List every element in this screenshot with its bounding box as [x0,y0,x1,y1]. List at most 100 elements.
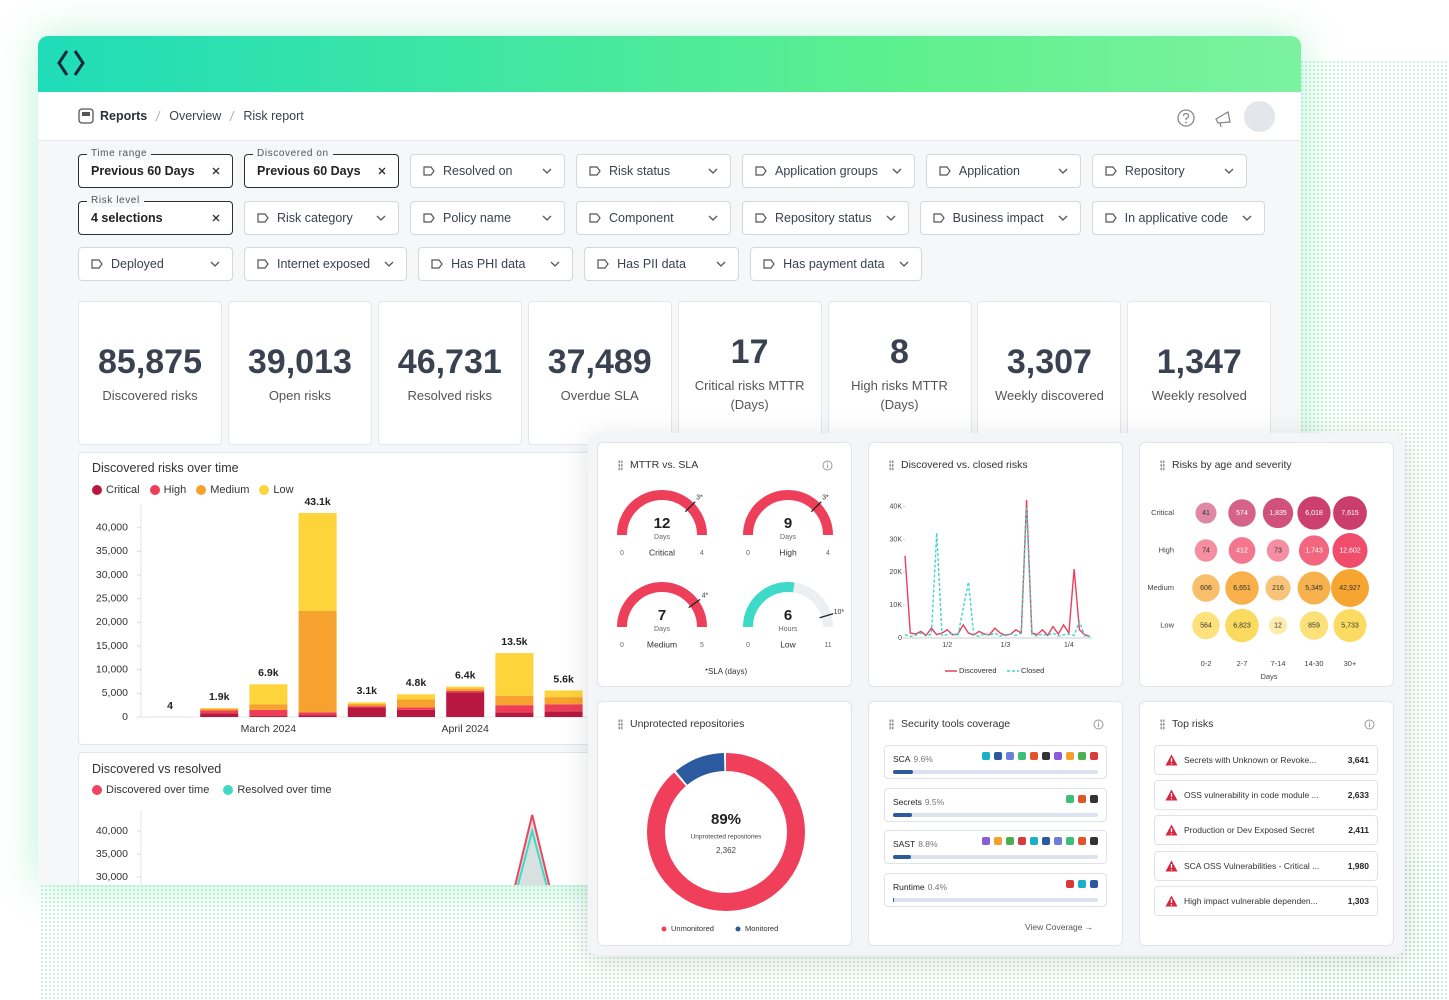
bar-segment [397,707,435,710]
widget-title: Discovered vs. closed risks [901,459,1028,471]
widget-panel: Security tools coverage [868,701,1123,946]
bar-total-label: 6.9k [258,667,279,679]
widget-title: Risks by age and severity [1172,459,1292,471]
filter-name: Has payment data [783,257,885,271]
severity-icon [1165,789,1178,801]
announcements-icon[interactable] [1213,107,1235,129]
bar-segment [446,688,485,691]
tool-pct: 0.4% [927,881,948,892]
legend: Discovered over time Resolved over time [92,784,331,796]
widget-panel: Discovered vs. closed risks [868,442,1123,687]
bar-segment [495,653,534,696]
legend-label: Critical [106,484,140,496]
bar-segment [544,697,583,705]
filter[interactable]: Has PHI data [418,247,574,281]
filter[interactable]: Internet exposed [244,247,408,281]
chevron [892,168,902,174]
breadcrumb-item[interactable]: Reports [100,109,148,123]
top-risk-row[interactable]: High impact vulnerable dependen... 1,303 [1154,885,1378,916]
filter[interactable]: Application groups [742,154,915,188]
legend: Critical High Medium Low [92,484,294,496]
filter[interactable]: Has PII data [584,247,740,281]
filter[interactable]: Risk level 4 selections [78,195,233,235]
risk-count: 2,411 [1348,825,1369,836]
tool-icon [1066,794,1074,803]
filter[interactable]: Has payment data [750,247,922,281]
filter[interactable]: Discovered on Previous 60 Days [244,148,399,188]
bar-segment [200,708,239,709]
breadcrumb-item[interactable]: Risk report [243,109,304,123]
bar-segment [544,711,583,717]
legend-item: Discovered over time [92,784,209,796]
logo[interactable] [56,48,86,78]
filter[interactable]: In applicative code [1091,201,1266,235]
filter-name: Policy name [443,211,512,225]
kpi-value: 8 [890,333,909,371]
bar-segment [347,702,386,704]
user-avatar[interactable] [1244,101,1275,132]
breadcrumb: Reports Overview Risk report [100,109,304,123]
filter-icon [257,259,269,269]
top-risk-row[interactable]: Secrets with Unknown or Revoke... 3,641 [1154,745,1378,775]
filter[interactable]: Risk status [576,154,731,188]
kpi-label: Discovered risks [102,387,198,403]
y-tick-label: 30,000 [96,871,128,883]
filter-name: Application [958,164,1021,178]
tool-icon [1090,837,1098,846]
legend-swatch [196,485,207,495]
reports-icon [78,108,94,124]
filter-name: Deployed [111,257,164,271]
widget-panel: Risks by age and severity [1139,442,1394,687]
risk-count: 3,641 [1347,755,1369,765]
tool-icon [1042,752,1050,760]
filter[interactable]: Repository status [742,201,909,235]
filter-value: Previous 60 Days [91,164,195,178]
legend-label: Low [273,484,294,496]
top-risk-row[interactable]: Production or Dev Exposed Secret 2,411 [1154,815,1378,846]
filter-name: Risk category [277,211,353,225]
filter[interactable]: Component [576,201,731,235]
risk-title: SCA OSS Vulnerabilities - Critical ... [1184,860,1320,871]
tool-icon [1054,752,1062,760]
kpi-label: Weekly resolved [1151,387,1247,403]
series-line [516,827,548,885]
y-tick-label: 35,000 [96,545,128,557]
view-coverage-link[interactable]: View Coverage → [1025,922,1094,932]
legend-swatch [92,485,102,495]
bar-segment [298,610,337,713]
filter[interactable]: Deployed [78,247,233,281]
tool-label: Secrets 9.5% [893,797,944,807]
filter[interactable]: Business impact [919,201,1081,235]
filter[interactable]: Repository [1091,154,1247,188]
widget-panel: MTTR vs. SLA [597,442,852,687]
bar-segment [446,686,485,689]
filter-icon [257,213,269,223]
clear-icon [212,167,220,175]
filter[interactable]: Time range Previous 60 Days [78,148,233,188]
filter[interactable]: Resolved on [410,154,565,188]
filter-value: Previous 60 Days [257,164,361,178]
chevron [1224,168,1234,174]
severity-icon [1165,754,1178,766]
severity-icon [1165,895,1178,907]
kpi-card: 3,307 Weekly discovered [977,301,1122,445]
bar-segment [347,703,386,707]
bar-segment [495,712,534,717]
filter[interactable]: Application [925,154,1081,188]
breadcrumb-separator [155,110,161,122]
legend-label: Discovered over time [106,784,210,796]
top-risk-row[interactable]: SCA OSS Vulnerabilities - Critical ... 1,… [1154,850,1378,881]
chevron [1242,215,1252,221]
help-icon[interactable] [1176,108,1196,128]
filter[interactable]: Risk category [244,201,399,235]
tool-row: SCA 9.6% [884,745,1107,779]
bar-segment [249,716,288,717]
filter[interactable]: Policy name [410,201,565,235]
legend-item: Critical [92,484,140,496]
tool-icon [1066,879,1074,888]
breadcrumb-item[interactable]: Overview [169,109,222,123]
chevron [384,261,394,267]
top-risk-row[interactable]: OSS vulnerability in code module ... 2,63… [1154,780,1378,811]
bar-segment [298,715,337,717]
